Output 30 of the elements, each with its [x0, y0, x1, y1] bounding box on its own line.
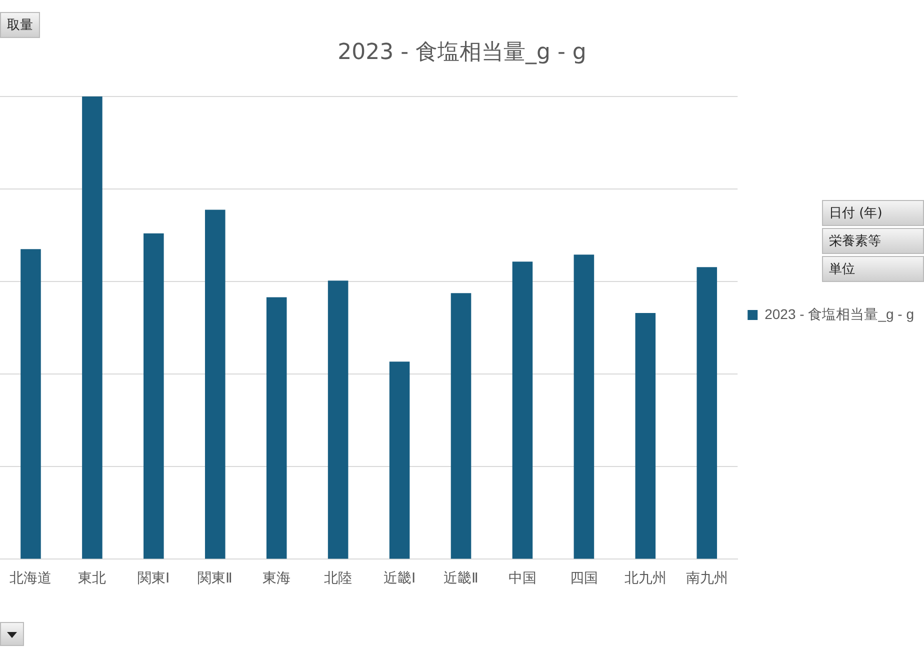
x-tick-label: 関東Ⅰ — [138, 569, 170, 586]
bar — [144, 233, 164, 559]
x-tick-label: 近畿Ⅱ — [444, 569, 479, 586]
bar — [204, 210, 226, 559]
bar — [20, 249, 41, 559]
bar — [328, 280, 348, 559]
bar — [574, 254, 594, 559]
x-tick-label: 中国 — [508, 569, 536, 586]
bar — [82, 96, 102, 559]
bar — [635, 312, 656, 559]
x-tick-label: 北陸 — [324, 569, 352, 586]
bar — [389, 362, 410, 559]
legend-label: 2023 - 食塩相当量_g - g — [764, 306, 914, 322]
x-tick-label: 近畿Ⅰ — [384, 569, 416, 586]
bar — [450, 293, 472, 559]
x-tick-label: 南九州 — [686, 569, 728, 586]
bar — [266, 297, 287, 559]
text: 取量 — [0, 12, 40, 38]
x-tick-label: 東海 — [262, 569, 291, 586]
x-tick-label: 四国 — [570, 569, 598, 586]
bar — [512, 262, 533, 559]
text: 栄養素等 — [822, 228, 924, 254]
chart-title: 2023 - 食塩相当量_g - g — [338, 40, 586, 65]
x-tick-label: 北九州 — [624, 569, 666, 586]
x-tick-label: 北海道 — [10, 569, 52, 586]
x-tick-label: 関東Ⅱ — [198, 569, 233, 586]
text: 日付 (年) — [822, 200, 924, 226]
text: 単位 — [822, 256, 924, 282]
x-tick-label: 東北 — [78, 569, 106, 586]
bar — [696, 267, 718, 559]
